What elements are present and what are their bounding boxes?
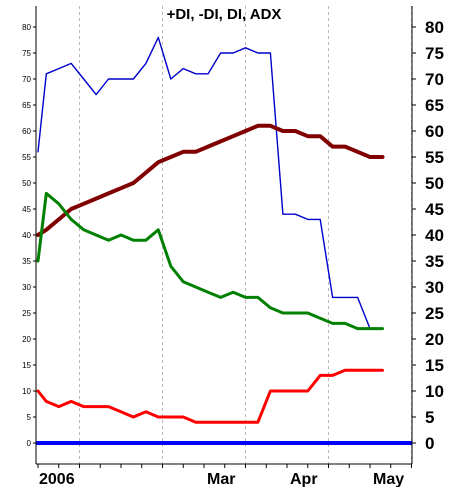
- x-tick-label: Mar: [207, 471, 235, 487]
- y-tick-label-left: 45: [22, 205, 31, 214]
- y-tick-label-left: 35: [22, 257, 31, 266]
- series-lines: [36, 36, 412, 445]
- y-tick-label-right: 5: [425, 408, 434, 427]
- y-tick-label-left: 10: [22, 387, 31, 396]
- y-tick-label-right: 65: [425, 96, 444, 115]
- x-tick-label: 2006: [39, 471, 75, 487]
- series-line-3: [36, 191, 384, 331]
- y-tick-label-right: 15: [425, 356, 444, 375]
- y-tick-label-left: 20: [22, 335, 31, 344]
- y-tick-label-left: 70: [22, 75, 31, 84]
- x-tick-label: Apr: [290, 471, 318, 487]
- y-tick-label-left: 50: [22, 179, 31, 188]
- y-tick-label-right: 20: [425, 330, 444, 349]
- y-tick-label-left: 80: [22, 23, 31, 32]
- y-tick-label-right: 25: [425, 304, 444, 323]
- y-tick-label-right: 80: [425, 18, 444, 37]
- series-line-1: [37, 36, 384, 330]
- y-tick-label-left: 60: [22, 127, 31, 136]
- y-tick-label-right: 30: [425, 278, 444, 297]
- y-tick-label-right: 50: [425, 174, 444, 193]
- y-tick-label-left: 0: [27, 439, 32, 448]
- y-tick-label-right: 70: [425, 70, 444, 89]
- y-tick-label-left: 75: [22, 49, 31, 58]
- y-tick-label-right: 75: [425, 44, 444, 63]
- axes: [33, 6, 416, 468]
- y-tick-label-left: 5: [27, 413, 32, 422]
- y-tick-label-right: 55: [425, 148, 444, 167]
- y-tick-label-right: 0: [425, 434, 434, 453]
- chart-title: +DI, -DI, DI, ADX: [167, 6, 282, 23]
- series-line-4: [36, 368, 384, 424]
- y-tick-label-right: 35: [425, 252, 444, 271]
- y-tick-label-left: 55: [22, 153, 31, 162]
- y-tick-label-left: 15: [22, 361, 31, 370]
- y-tick-label-left: 65: [22, 101, 31, 110]
- y-tick-label-left: 25: [22, 309, 31, 318]
- y-tick-label-right: 60: [425, 122, 444, 141]
- y-tick-label-left: 30: [22, 283, 31, 292]
- y-tick-label-left: 40: [22, 231, 31, 240]
- y-tick-label-right: 10: [425, 382, 444, 401]
- y-tick-label-right: 40: [425, 226, 444, 245]
- x-tick-label: May: [373, 471, 404, 487]
- y-tick-label-right: 45: [425, 200, 444, 219]
- series-line-2: [36, 123, 385, 237]
